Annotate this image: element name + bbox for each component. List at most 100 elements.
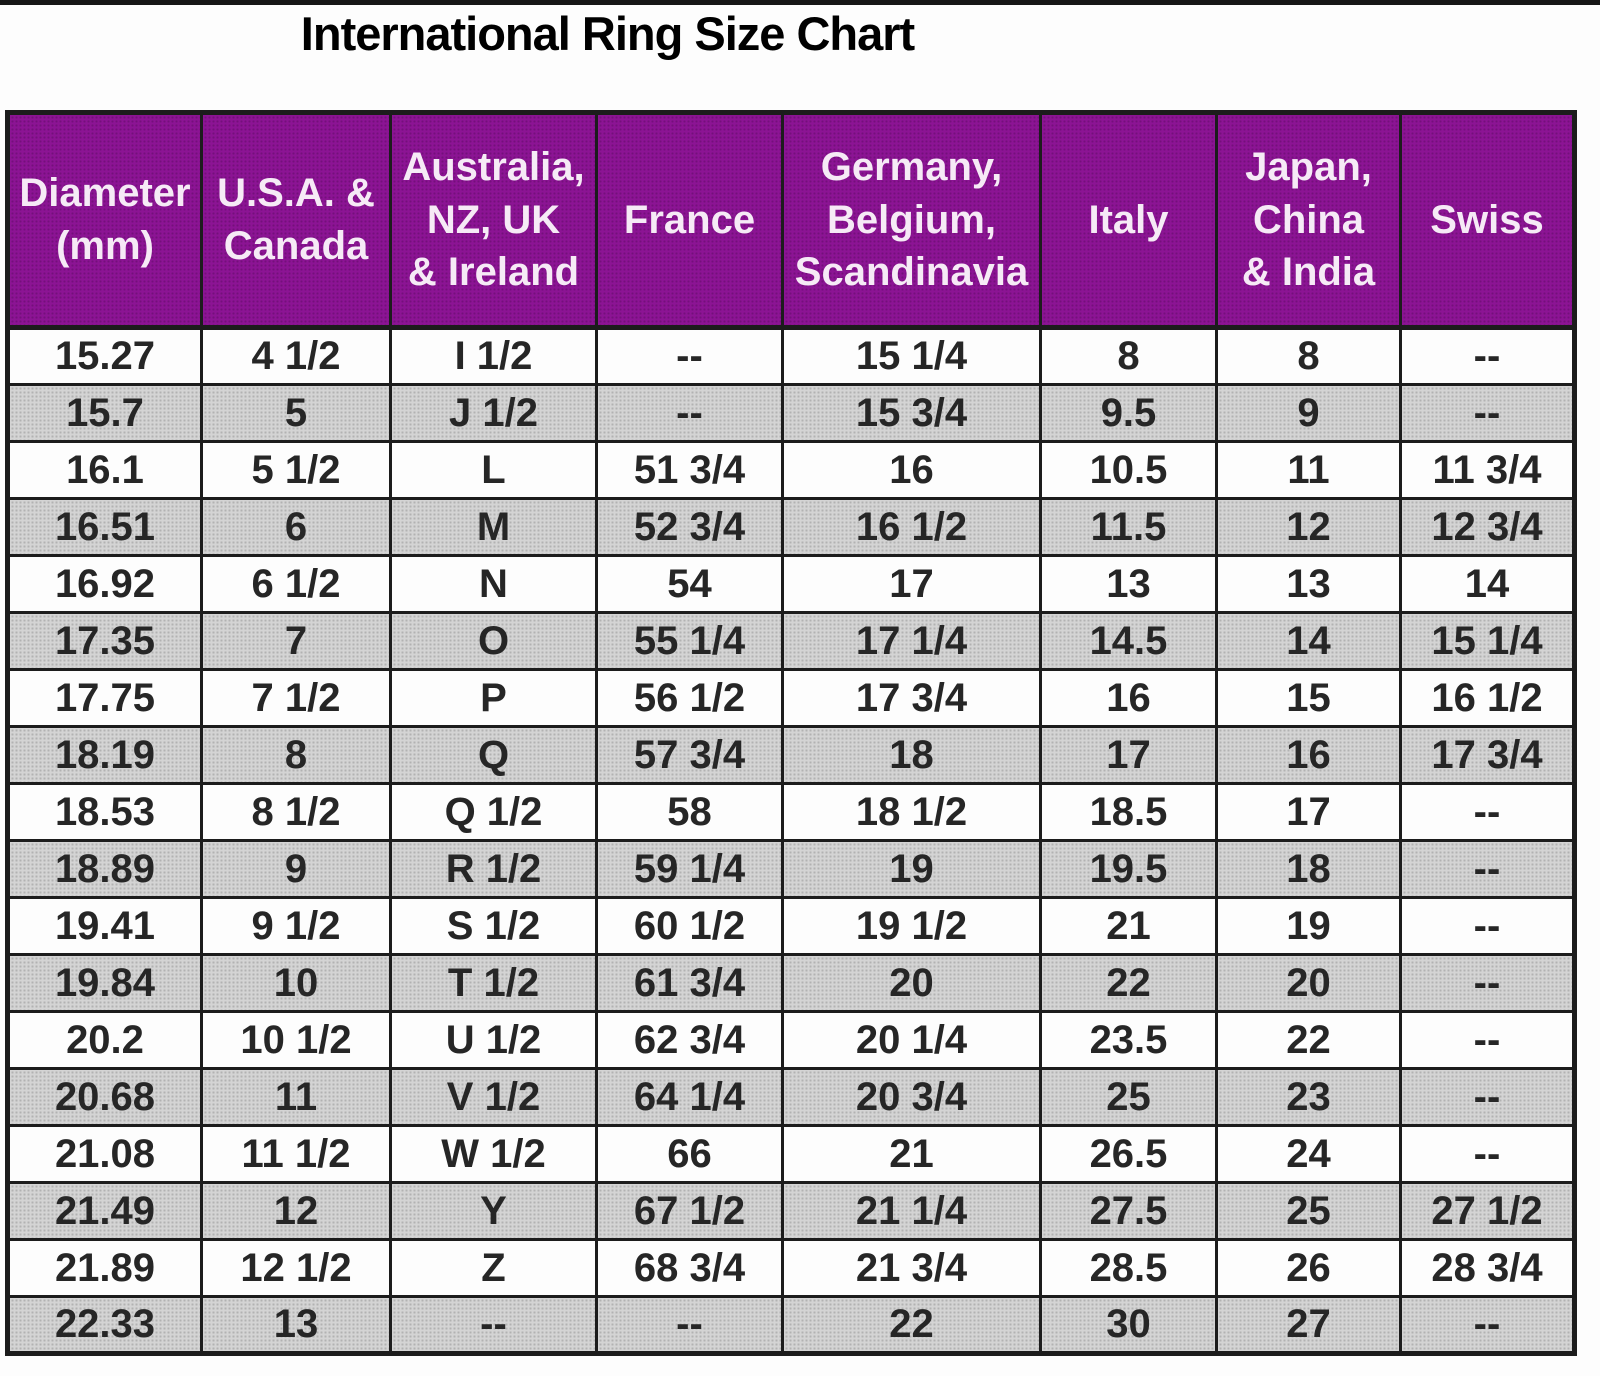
table-cell: 10.5: [1039, 440, 1218, 500]
table-cell: 52 3/4: [595, 497, 784, 557]
table-cell: 8: [1039, 326, 1218, 386]
table-cell: 18: [781, 725, 1042, 785]
table-cell: 9 1/2: [200, 896, 392, 956]
page-title: International Ring Size Chart: [300, 7, 915, 60]
table-row: 17.35 7 O 55 1/4 17 1/4 14.5 14 15 1/4: [6, 611, 1576, 671]
table-cell: --: [595, 326, 784, 386]
table-cell: 15.7: [6, 383, 203, 443]
table-cell: 18.53: [6, 782, 203, 842]
table-cell: 22: [1215, 1010, 1402, 1070]
table-cell: 6 1/2: [200, 554, 392, 614]
table-cell: 22: [1039, 953, 1218, 1013]
table-cell: 62 3/4: [595, 1010, 784, 1070]
table-cell: 24: [1215, 1124, 1402, 1184]
table-row: 19.84 10 T 1/2 61 3/4 20 22 20 --: [6, 953, 1576, 1013]
table-cell: 10 1/2: [200, 1010, 392, 1070]
table-cell: 25: [1039, 1067, 1218, 1127]
table-cell: 21: [1039, 896, 1218, 956]
table-cell: 13: [200, 1295, 392, 1355]
table-cell: M: [389, 497, 598, 557]
table-cell: 27 1/2: [1399, 1181, 1576, 1241]
table-cell: 19.41: [6, 896, 203, 956]
table-cell: 16: [1039, 668, 1218, 728]
table-cell: 17: [1039, 725, 1218, 785]
table-cell: 5: [200, 383, 392, 443]
table-cell: --: [1399, 953, 1576, 1013]
table-cell: 12 1/2: [200, 1238, 392, 1298]
table-row: 20.68 11 V 1/2 64 1/4 20 3/4 25 23 --: [6, 1067, 1576, 1127]
table-cell: Z: [389, 1238, 598, 1298]
table-cell: U 1/2: [389, 1010, 598, 1070]
table-cell: 7 1/2: [200, 668, 392, 728]
table-cell: 60 1/2: [595, 896, 784, 956]
table-cell: --: [1399, 1295, 1576, 1355]
table-cell: J 1/2: [389, 383, 598, 443]
column-header: France: [595, 111, 784, 330]
table-cell: 21 3/4: [781, 1238, 1042, 1298]
table-cell: 64 1/4: [595, 1067, 784, 1127]
table-cell: --: [595, 1295, 784, 1355]
table-cell: 11 1/2: [200, 1124, 392, 1184]
table-cell: 16 1/2: [781, 497, 1042, 557]
table-cell: 19: [1215, 896, 1402, 956]
table-cell: 59 1/4: [595, 839, 784, 899]
table-cell: 22: [781, 1295, 1042, 1355]
column-header: Swiss: [1399, 111, 1576, 330]
table-cell: 12: [200, 1181, 392, 1241]
header-row: Diameter (mm) U.S.A. & Canada Australia, N…: [6, 111, 1576, 330]
table-row: 15.27 4 1/2 I 1/2 -- 15 1/4 8 8 --: [6, 326, 1576, 386]
table-cell: 20.68: [6, 1067, 203, 1127]
table-cell: 16: [1215, 725, 1402, 785]
table-cell: 18.5: [1039, 782, 1218, 842]
table-cell: 9: [1215, 383, 1402, 443]
table-cell: --: [1399, 1010, 1576, 1070]
table-cell: 19: [781, 839, 1042, 899]
table-cell: 66: [595, 1124, 784, 1184]
table-cell: 16.51: [6, 497, 203, 557]
table-cell: 22.33: [6, 1295, 203, 1355]
table-cell: 11 3/4: [1399, 440, 1576, 500]
table-cell: T 1/2: [389, 953, 598, 1013]
table-cell: 11: [200, 1067, 392, 1127]
table-cell: --: [595, 383, 784, 443]
table-cell: 7: [200, 611, 392, 671]
table-cell: 17.75: [6, 668, 203, 728]
table-cell: 25: [1215, 1181, 1402, 1241]
table-cell: 20: [781, 953, 1042, 1013]
column-header: Italy: [1039, 111, 1218, 330]
table-cell: 26.5: [1039, 1124, 1218, 1184]
table-cell: --: [1399, 383, 1576, 443]
table-row: 18.53 8 1/2 Q 1/2 58 18 1/2 18.5 17 --: [6, 782, 1576, 842]
table-cell: 54: [595, 554, 784, 614]
table-cell: --: [1399, 839, 1576, 899]
table-cell: 15: [1215, 668, 1402, 728]
table-cell: 5 1/2: [200, 440, 392, 500]
table-cell: 16 1/2: [1399, 668, 1576, 728]
table-cell: 18 1/2: [781, 782, 1042, 842]
table-body: 15.27 4 1/2 I 1/2 -- 15 1/4 8 8 -- 15.7 5 J 1/2 -- 1…: [6, 326, 1576, 1355]
table-cell: 8 1/2: [200, 782, 392, 842]
table-cell: 21.08: [6, 1124, 203, 1184]
table-cell: 15 3/4: [781, 383, 1042, 443]
table-cell: 27: [1215, 1295, 1402, 1355]
table-cell: 20.2: [6, 1010, 203, 1070]
table-cell: --: [1399, 326, 1576, 386]
table-cell: V 1/2: [389, 1067, 598, 1127]
table-cell: W 1/2: [389, 1124, 598, 1184]
table-cell: 17 3/4: [1399, 725, 1576, 785]
table-cell: 51 3/4: [595, 440, 784, 500]
table-cell: 20 3/4: [781, 1067, 1042, 1127]
table-cell: 16.1: [6, 440, 203, 500]
table-cell: Q: [389, 725, 598, 785]
table-cell: 26: [1215, 1238, 1402, 1298]
table-cell: 21.89: [6, 1238, 203, 1298]
table-cell: 68 3/4: [595, 1238, 784, 1298]
table-cell: --: [1399, 1124, 1576, 1184]
table-cell: 57 3/4: [595, 725, 784, 785]
table-cell: 21 1/4: [781, 1181, 1042, 1241]
table-cell: 18.89: [6, 839, 203, 899]
table-cell: 4 1/2: [200, 326, 392, 386]
table-cell: 28 3/4: [1399, 1238, 1576, 1298]
table-cell: 21.49: [6, 1181, 203, 1241]
